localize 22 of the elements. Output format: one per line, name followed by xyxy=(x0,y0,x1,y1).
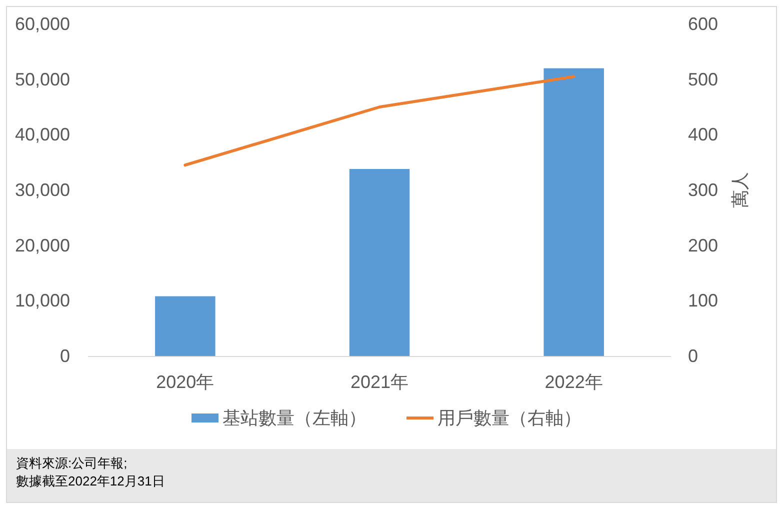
y-tick-label: 60,000 xyxy=(14,14,70,34)
y2-axis-title: 萬人 xyxy=(730,172,750,208)
y2-tick-label: 400 xyxy=(688,124,718,145)
y-tick-label: 10,000 xyxy=(14,290,70,311)
y2-tick-label: 200 xyxy=(688,235,718,256)
y2-tick-label: 500 xyxy=(688,69,718,90)
y-tick-label: 50,000 xyxy=(14,69,70,90)
legend-label: 用戶數量（右軸） xyxy=(438,408,582,428)
y2-tick-label: 0 xyxy=(688,346,698,366)
x-tick-label: 2020年 xyxy=(156,372,214,392)
y-tick-label: 40,000 xyxy=(14,124,70,145)
note: 數據截至2022年12月31日 xyxy=(16,474,165,488)
legend-label: 基站數量（左軸） xyxy=(222,408,366,428)
y2-tick-label: 100 xyxy=(688,290,718,311)
note: 資料來源:公司年報; xyxy=(16,456,128,470)
y-tick-label: 30,000 xyxy=(14,180,70,200)
y-tick-label: 20,000 xyxy=(14,235,70,256)
y2-tick-label: 300 xyxy=(688,180,718,200)
x-tick-label: 2022年 xyxy=(544,372,603,392)
y2-tick-label: 600 xyxy=(688,14,718,34)
y-tick-label: 0 xyxy=(60,346,70,366)
x-tick-label: 2021年 xyxy=(350,372,409,392)
